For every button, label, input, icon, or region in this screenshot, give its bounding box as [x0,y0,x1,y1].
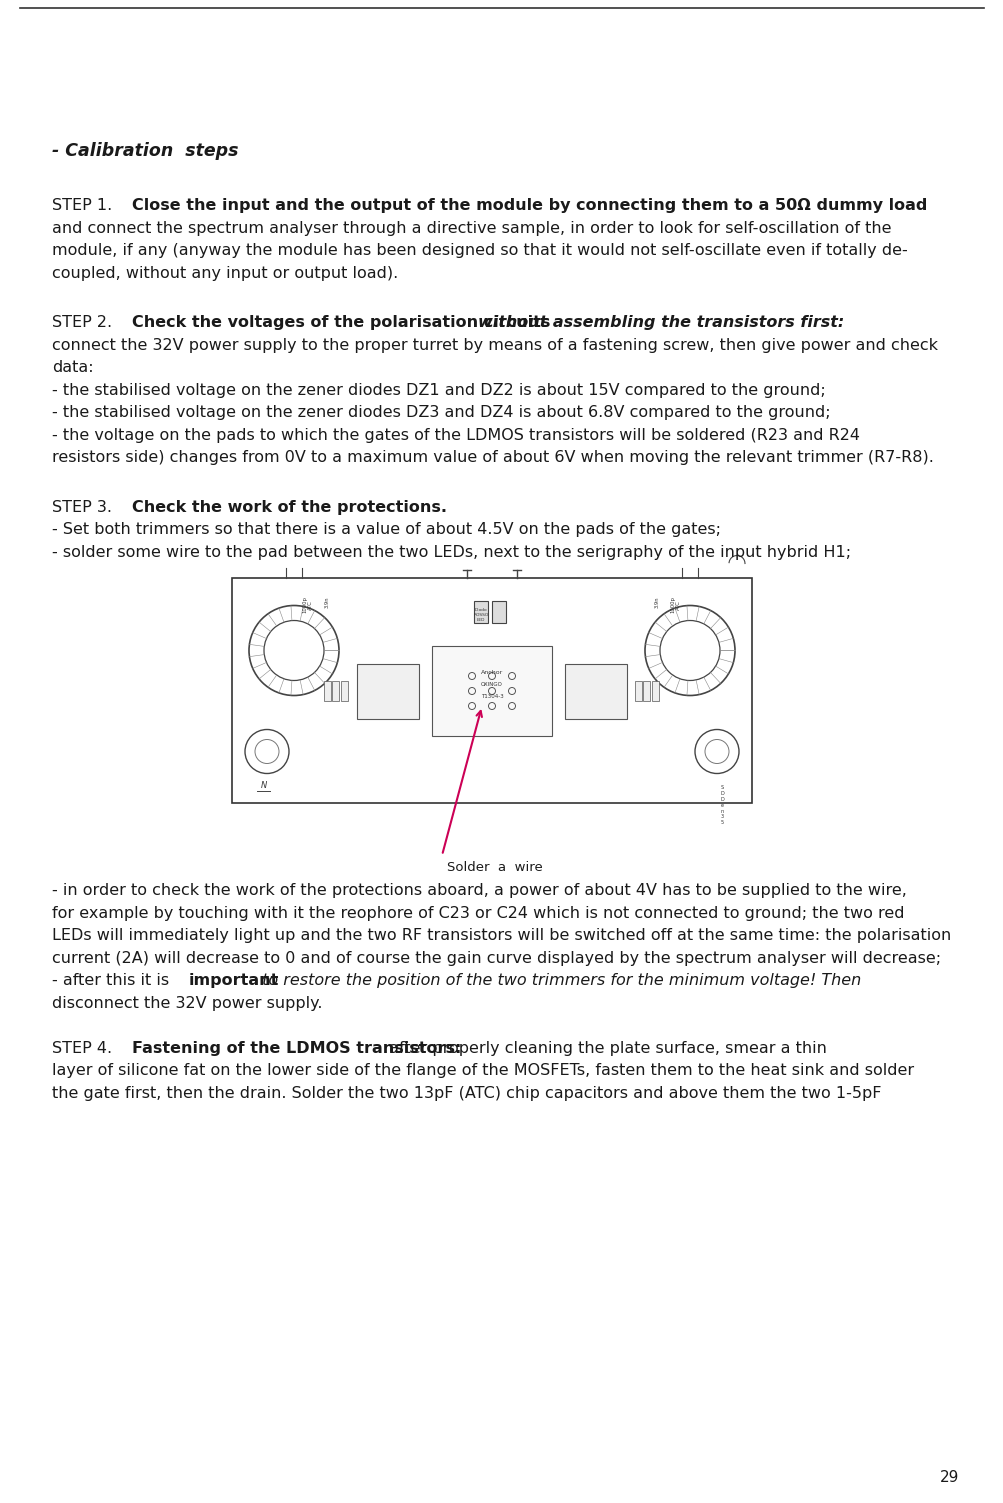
Text: 1000p
ATC: 1000p ATC [670,597,681,613]
Bar [431,646,552,736]
Text: disconnect the 32V power supply.: disconnect the 32V power supply. [52,996,322,1012]
Text: T1304-3: T1304-3 [480,694,503,699]
Bar [634,681,641,700]
Text: - the stabilised voltage on the zener diodes DZ3 and DZ4 is about 6.8V compared : - the stabilised voltage on the zener di… [52,406,829,421]
Text: module, if any (anyway the module has been designed so that it would not self-os: module, if any (anyway the module has be… [52,243,907,259]
Text: - the voltage on the pads to which the gates of the LDMOS transistors will be so: - the voltage on the pads to which the g… [52,428,860,443]
Text: data:: data: [52,361,93,376]
Text: N: N [261,782,267,791]
Text: OXINGO: OXINGO [480,682,503,687]
Text: - the stabilised voltage on the zener diodes DZ1 and DZ2 is about 15V compared t: - the stabilised voltage on the zener di… [52,383,824,398]
Text: - after this it is: - after this it is [52,974,175,989]
Text: STEP 3.: STEP 3. [52,500,112,514]
Text: 3.9n: 3.9n [654,597,659,609]
Text: STEP 2.: STEP 2. [52,316,112,331]
Text: 1000p
ATC: 1000p ATC [302,597,313,613]
Text: current (2A) will decrease to 0 and of course the gain curve displayed by the sp: current (2A) will decrease to 0 and of c… [52,951,940,966]
Text: 3.9n: 3.9n [324,597,329,609]
Text: coupled, without any input or output load).: coupled, without any input or output loa… [52,266,398,281]
Bar [473,601,487,624]
Text: resistors side) changes from 0V to a maximum value of about 6V when moving the r: resistors side) changes from 0V to a max… [52,451,933,466]
Circle shape [659,621,719,681]
Text: layer of silicone fat on the lower side of the flange of the MOSFETs, fasten the: layer of silicone fat on the lower side … [52,1064,913,1079]
Text: STEP 1.: STEP 1. [52,198,112,213]
Text: after properly cleaning the plate surface, smear a thin: after properly cleaning the plate surfac… [383,1042,826,1057]
Circle shape [264,621,324,681]
Text: the gate first, then the drain. Solder the two 13pF (ATC) chip capacitors and ab: the gate first, then the drain. Solder t… [52,1087,881,1102]
Text: Check the work of the protections.: Check the work of the protections. [131,500,446,514]
Text: Solder  a  wire: Solder a wire [446,861,543,875]
Text: Close the input and the output of the module by connecting them to a 50Ω dummy l: Close the input and the output of the mo… [131,198,927,213]
Text: without assembling the transistors first:: without assembling the transistors first… [477,316,843,331]
Text: STEP 4.: STEP 4. [52,1042,112,1057]
Text: to restore the position of the two trimmers for the minimum voltage! Then: to restore the position of the two trimm… [257,974,861,989]
Text: important: important [189,974,279,989]
Bar [324,681,331,700]
Bar [232,579,751,804]
Text: Fastening of the LDMOS transistors:: Fastening of the LDMOS transistors: [131,1042,461,1057]
Text: LEDs will immediately light up and the two RF transistors will be switched off a: LEDs will immediately light up and the t… [52,929,950,944]
Text: for example by touching with it the reophore of C23 or C24 which is not connecte: for example by touching with it the reop… [52,906,904,921]
Text: and connect the spectrum analyser through a directive sample, in order to look f: and connect the spectrum analyser throug… [52,221,891,236]
Bar [642,681,649,700]
Text: Anchor: Anchor [480,670,503,675]
Text: Diodo
ROSSO
LED: Diodo ROSSO LED [472,609,488,622]
Text: - solder some wire to the pad between the two LEDs, next to the serigraphy of th: - solder some wire to the pad between th… [52,544,851,559]
Bar [491,601,506,624]
Text: Check the voltages of the polarisation circuits: Check the voltages of the polarisation c… [131,316,556,331]
Text: - Calibration  steps: - Calibration steps [52,141,239,159]
Bar [565,664,627,718]
Text: - in order to check the work of the protections aboard, a power of about 4V has : - in order to check the work of the prot… [52,884,906,899]
Text: connect the 32V power supply to the proper turret by means of a fastening screw,: connect the 32V power supply to the prop… [52,338,937,353]
Bar [332,681,339,700]
Text: - Set both trimmers so that there is a value of about 4.5V on the pads of the ga: - Set both trimmers so that there is a v… [52,522,720,537]
Bar [341,681,348,700]
Bar [651,681,658,700]
Bar [357,664,418,718]
Text: 29: 29 [939,1470,958,1485]
Text: S
D
D
e
n
3
5: S D D e n 3 5 [719,786,723,825]
